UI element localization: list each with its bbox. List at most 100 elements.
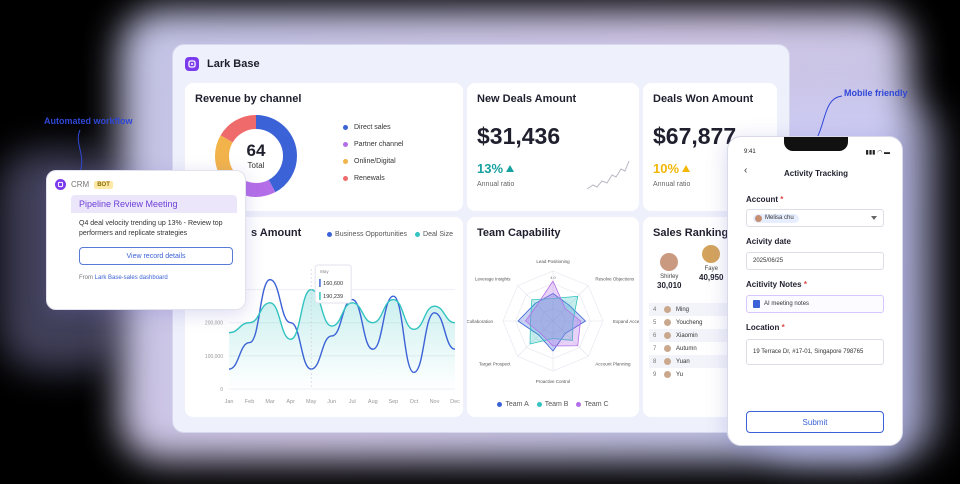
deal-size-area [229, 289, 455, 389]
radar-axis-label: Lead Positioning [536, 259, 570, 264]
radar-axis-label: Resolve Objections [595, 277, 635, 282]
x-tick-label: Nov [430, 399, 440, 405]
avatar [660, 253, 679, 271]
tooltip-marker [319, 292, 321, 300]
legend-item-online-digital: Online/Digital [343, 153, 403, 170]
crm-source: From Lark Base-sales dashboard [79, 275, 168, 281]
radar-axis-label: Expand Access [613, 319, 639, 324]
sales-ranking-title: Sales Ranking [653, 227, 729, 239]
donut-segment-renewals [215, 115, 297, 197]
new-deals-sparkline [586, 160, 630, 190]
crm-message: Pipeline Review Meeting Q4 deal velocity… [71, 195, 241, 295]
chevron-down-icon [871, 216, 877, 220]
crm-header: CRM BOT [55, 179, 113, 190]
legend-item-team-a: Team A [497, 401, 529, 408]
legend-item-partner-channel: Partner channel [343, 136, 403, 153]
x-tick-label: May [306, 399, 317, 405]
callout-mobile-friendly: Mobile friendly [844, 88, 908, 98]
x-tick-label: Jun [327, 399, 336, 405]
radar-axis-label: Proactive Control [536, 379, 571, 384]
phone-page-title: Activity Tracking [783, 168, 849, 178]
submit-button[interactable]: Submit [746, 411, 884, 433]
dashboard-window: Lark Base Revenue by channel 64 Total Di… [172, 44, 790, 433]
callout-automated-workflow: Automated workflow [44, 116, 133, 126]
podium-first: Faye 40,950 [699, 245, 723, 282]
deals-chart-title: s Amount [251, 227, 302, 239]
activity-date-field[interactable]: 2025/06/25 [746, 252, 884, 270]
revenue-legend: Direct sales Partner channel Online/Digi… [343, 119, 403, 187]
y-tick-label: 200,000 [205, 321, 223, 327]
phone-notch [784, 137, 848, 151]
status-bar: 9:41 ▮▮▮ ◠ ▬ [728, 137, 902, 159]
trend-up-icon [506, 165, 515, 172]
crm-source-link[interactable]: Lark Base-sales dashboard [94, 275, 168, 281]
new-deals-amount-card[interactable]: New Deals Amount $31,436 13% Annual rati… [467, 83, 639, 211]
list-item: 7 Autumn [653, 345, 697, 352]
radar-axis-label: Target Prospect [479, 361, 511, 366]
x-tick-label: Jul [349, 399, 356, 405]
legend-item-deal-size: Deal Size [415, 231, 453, 238]
x-tick-label: Dec [450, 399, 460, 405]
donut-segment-online-digital [215, 115, 297, 197]
deals-amount-line-chart[interactable]: 300,000200,000100,0000JanFebMarAprMayJun… [185, 217, 463, 417]
deals-chart-legend: Business Opportunities Deal Size [327, 231, 453, 238]
team-capability-radar-chart[interactable]: Lead Positioning Resolve Objections Expand… [467, 217, 639, 417]
y-tick-label: 100,000 [205, 354, 223, 360]
account-select[interactable]: Melisa chu [746, 209, 884, 227]
back-arrow-icon[interactable]: ‹ [744, 165, 748, 176]
crm-logo-icon [55, 179, 66, 190]
new-deals-amount: $31,436 [477, 123, 561, 149]
legend-item-team-b: Team B [536, 401, 568, 408]
radar-axis [517, 320, 554, 357]
crm-notification-card[interactable]: CRM BOT Pipeline Review Meeting Q4 deal … [46, 170, 246, 310]
avatar [755, 214, 762, 222]
x-tick-label: Oct [410, 399, 419, 405]
legend-item-team-c: Team C [576, 401, 609, 408]
radar-series-team-c [525, 280, 581, 347]
radar-axis-label: Account Planning [595, 361, 631, 366]
deals-won-ratio-label: Annual ratio [653, 181, 691, 188]
account-chip: Melisa chu [753, 213, 799, 223]
radar-axis [552, 285, 589, 322]
account-label: Account * [746, 195, 784, 204]
team-capability-card[interactable]: Team Capability Lead Positioning Resolve … [467, 217, 639, 417]
list-item: 5 Youcheng [653, 319, 703, 326]
crm-message-text: Q4 deal velocity trending up 13% - Revie… [79, 220, 223, 237]
trend-up-icon [682, 165, 691, 172]
tooltip-box [314, 264, 352, 304]
view-record-details-button[interactable]: View record details [79, 247, 233, 265]
mobile-app-frame: 9:41 ▮▮▮ ◠ ▬ ‹ Activity Tracking Account… [727, 136, 903, 446]
revenue-donut-chart[interactable] [211, 111, 301, 201]
tooltip-label: May [320, 269, 329, 274]
x-tick-label: Sep [388, 399, 398, 405]
avatar [664, 306, 671, 313]
radar-axis-label: Leverage Insights [475, 277, 511, 282]
activity-notes-field[interactable]: AI meeting notes [746, 295, 884, 313]
revenue-card-title: Revenue by channel [195, 93, 302, 105]
radar-axis [552, 320, 589, 357]
phone-nav-bar: ‹ Activity Tracking [728, 165, 902, 181]
tooltip-marker [319, 279, 321, 287]
tooltip-value: 160,600 [323, 281, 343, 287]
bot-badge: BOT [94, 180, 113, 189]
tooltip-value: 190,239 [323, 294, 343, 300]
location-field[interactable]: 19 Terrace Dr, #17-01, Singapore 798765 [746, 339, 884, 365]
avatar [664, 319, 671, 326]
x-tick-label: Mar [265, 399, 275, 405]
avatar [664, 358, 671, 365]
x-tick-label: Jan [225, 399, 234, 405]
status-time: 9:41 [744, 149, 756, 155]
avatar [664, 332, 671, 339]
avatar [664, 345, 671, 352]
team-legend: Team A Team B Team C [467, 401, 639, 408]
x-tick-label: Feb [245, 399, 254, 405]
radar-series-team-b [529, 295, 579, 345]
location-label: Location * [746, 323, 785, 332]
new-deals-ratio-label: Annual ratio [477, 181, 515, 188]
app-title: Lark Base [207, 58, 260, 70]
activity-notes-label: Acitivity Notes * [746, 280, 807, 289]
app-header: Lark Base [185, 57, 260, 71]
donut-center: 64 Total [211, 111, 301, 201]
team-capability-title: Team Capability [477, 227, 561, 239]
